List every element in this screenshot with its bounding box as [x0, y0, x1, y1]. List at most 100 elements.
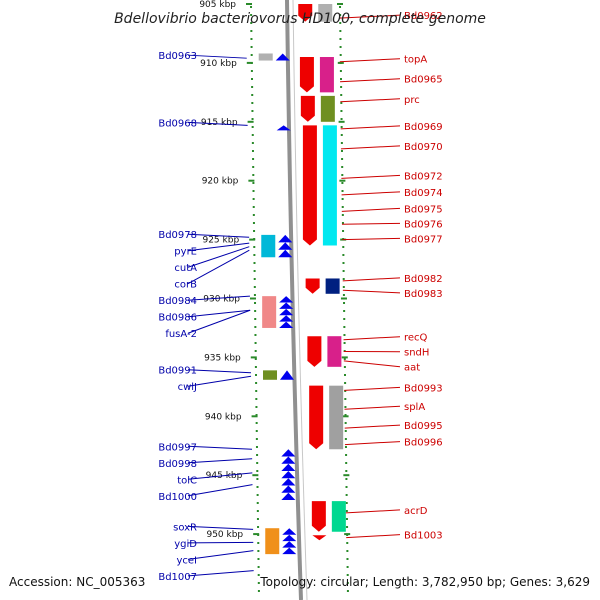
gene-label-forward: fusA-2 — [165, 329, 197, 340]
gene-leader-line — [187, 445, 253, 450]
gene-leader-line — [187, 375, 252, 387]
scale-dot-left — [256, 478, 259, 480]
tick-mark — [343, 474, 350, 477]
scale-dot-left — [255, 414, 258, 416]
cog-category-box — [320, 95, 335, 122]
scale-dot-right — [345, 502, 348, 504]
forward-gene-arrow — [279, 321, 294, 328]
gene-leader-line — [345, 509, 401, 514]
gene-leader-line — [343, 336, 401, 341]
scale-dot-left — [253, 294, 256, 296]
gene-leader-line — [187, 249, 250, 285]
tick-label: 915 kbp — [201, 118, 238, 128]
cog-category-box — [329, 385, 344, 450]
scale-dot-right — [346, 542, 349, 544]
tick-mark — [339, 179, 346, 182]
tick-mark — [341, 356, 348, 359]
gene-leader-line — [342, 277, 401, 282]
gene-leader-line — [344, 405, 401, 410]
scale-dot-left — [253, 246, 256, 248]
scale-dot-left — [252, 222, 255, 224]
forward-gene-arrow — [279, 296, 294, 303]
gene-leader-line — [187, 233, 250, 238]
scale-dot-right — [340, 78, 343, 80]
gene-leader-line — [187, 458, 253, 464]
scale-dot-right — [344, 390, 347, 392]
scale-dot-right — [345, 462, 348, 464]
scale-dot-right — [340, 134, 343, 136]
gene-leader-line — [343, 360, 401, 368]
scale-dot-left — [255, 438, 258, 440]
scale-dot-left — [250, 30, 253, 32]
gene-leader-line — [340, 125, 401, 130]
tick-mark — [246, 61, 253, 64]
gene-label-forward: soxR — [173, 522, 197, 533]
gene-label-forward: Bd1000 — [158, 492, 197, 503]
scale-dot-left — [256, 518, 259, 520]
reverse-gene-arrow — [307, 336, 322, 367]
tick-mark — [249, 238, 256, 241]
scale-dot-left — [254, 342, 257, 344]
scale-dot-left — [251, 78, 254, 80]
gene-label-forward: cutA — [174, 263, 197, 274]
scale-dot-right — [342, 254, 345, 256]
gene-label-forward: Bd0991 — [158, 366, 197, 377]
gene-label-reverse: sndH — [404, 348, 429, 359]
scale-dot-right — [345, 454, 348, 456]
scale-dot-left — [253, 254, 256, 256]
gene-label-reverse: Bd0962 — [404, 11, 443, 22]
gene-label-reverse: Bd1003 — [404, 531, 443, 542]
scale-dot-left — [256, 470, 259, 472]
scale-dot-right — [340, 142, 343, 144]
forward-gene-arrow — [282, 528, 297, 535]
gene-label-forward: Bd0963 — [158, 51, 197, 62]
gene-leader-line — [187, 484, 253, 497]
cog-category-box — [265, 528, 280, 555]
tick-label: 920 kbp — [202, 177, 239, 187]
gene-leader-line — [346, 534, 401, 539]
scale-dot-left — [251, 126, 254, 128]
gene-label-reverse: aat — [404, 363, 420, 374]
gene-label-reverse: Bd0969 — [404, 122, 443, 133]
forward-gene-arrow — [282, 547, 297, 555]
scale-dot-left — [252, 182, 255, 184]
scale-dot-left — [251, 134, 254, 136]
forward-gene-arrow — [280, 370, 295, 380]
gene-label-reverse: Bd0995 — [404, 421, 443, 432]
scale-dot-right — [345, 518, 348, 520]
gene-label-reverse: Bd0983 — [404, 289, 443, 300]
scale-dot-left — [256, 494, 259, 496]
scale-dot-right — [346, 550, 349, 552]
gene-leader-line — [342, 237, 401, 241]
gene-label-reverse: Bd0972 — [404, 171, 443, 182]
scale-dot-left — [257, 566, 260, 568]
gene-label-reverse: splA — [404, 402, 425, 413]
scale-dot-left — [255, 390, 258, 392]
forward-gene-arrow — [281, 492, 296, 500]
topology-text: Topology: circular; Length: 3,782,950 bp… — [259, 575, 590, 589]
genome-backbone-edge — [292, 0, 308, 600]
tick-mark — [253, 533, 260, 536]
tick-mark — [250, 356, 257, 359]
gene-label-forward: corB — [174, 280, 197, 291]
scale-dot-left — [251, 102, 254, 104]
tick-mark — [340, 297, 347, 300]
scale-dot-right — [343, 334, 346, 336]
cog-category-box — [322, 125, 337, 246]
scale-dot-right — [339, 54, 342, 56]
cog-category-box — [319, 57, 334, 93]
cog-category-box — [318, 4, 333, 22]
scale-dot-left — [251, 94, 254, 96]
gene-leader-line — [341, 174, 401, 179]
scale-dot-right — [346, 590, 349, 592]
scale-dot-left — [256, 510, 259, 512]
gene-label-reverse: Bd0993 — [404, 383, 443, 394]
scale-dot-right — [343, 350, 346, 352]
scale-dot-left — [254, 374, 257, 376]
forward-gene-arrow — [281, 478, 296, 486]
accession-text: Accession: NC_005363 — [9, 575, 145, 589]
scale-dot-left — [254, 334, 257, 336]
scale-dot-right — [346, 566, 349, 568]
gene-label-forward: Bd0997 — [158, 442, 197, 453]
scale-dot-right — [343, 310, 346, 312]
